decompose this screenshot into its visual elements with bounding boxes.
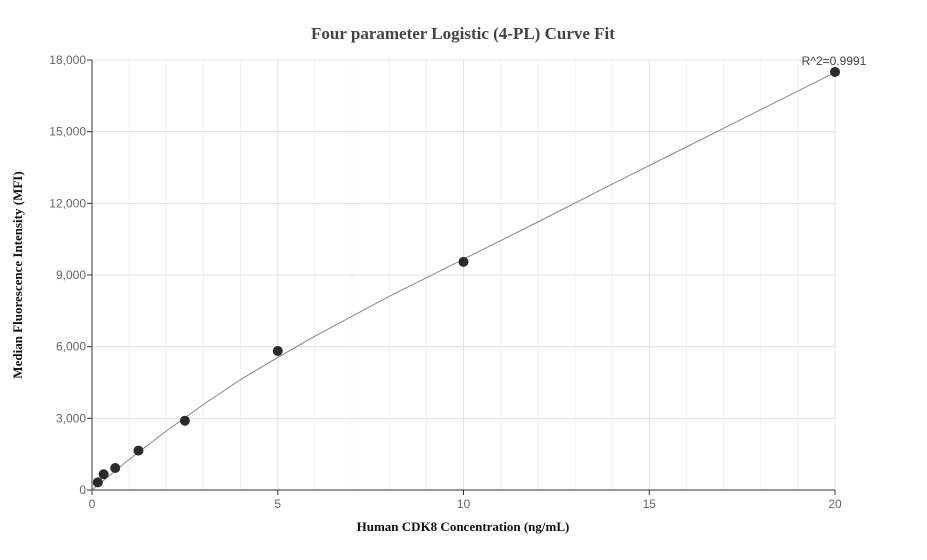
data-point	[272, 345, 283, 356]
y-tick-label: 0	[79, 483, 86, 497]
y-tick-label: 6,000	[56, 340, 86, 354]
y-tick-label: 3,000	[56, 411, 86, 425]
chart-title: Four parameter Logistic (4-PL) Curve Fit	[311, 24, 615, 43]
y-tick-label: 12,000	[49, 196, 86, 210]
data-point	[830, 66, 840, 77]
x-axis-label: Human CDK8 Concentration (ng/mL)	[357, 519, 570, 534]
data-point	[179, 415, 190, 426]
grid	[92, 59, 836, 490]
x-tick-label: 15	[643, 497, 657, 511]
data-point	[133, 445, 144, 456]
tick-labels: 0 5 10 15 20 0 3,000 6,000 9,000 12,000 15,000 18,0…	[49, 53, 842, 511]
data-points	[92, 66, 840, 488]
data-point	[458, 256, 469, 267]
r-squared-annotation: R^2=0.9991	[802, 54, 867, 68]
y-tick-label: 15,000	[49, 125, 86, 139]
y-tick-label: 18,000	[49, 53, 86, 67]
data-point	[92, 477, 103, 488]
x-tick-label: 10	[457, 497, 471, 511]
x-tick-label: 5	[274, 497, 281, 511]
y-axis-label: Median Fluorescence Intensity (MFI)	[10, 171, 25, 378]
data-point	[98, 469, 109, 480]
fit-curve	[91, 71, 836, 491]
x-tick-label: 20	[828, 497, 842, 511]
data-point	[110, 463, 121, 474]
y-tick-label: 9,000	[56, 268, 86, 282]
x-tick-label: 0	[89, 497, 96, 511]
